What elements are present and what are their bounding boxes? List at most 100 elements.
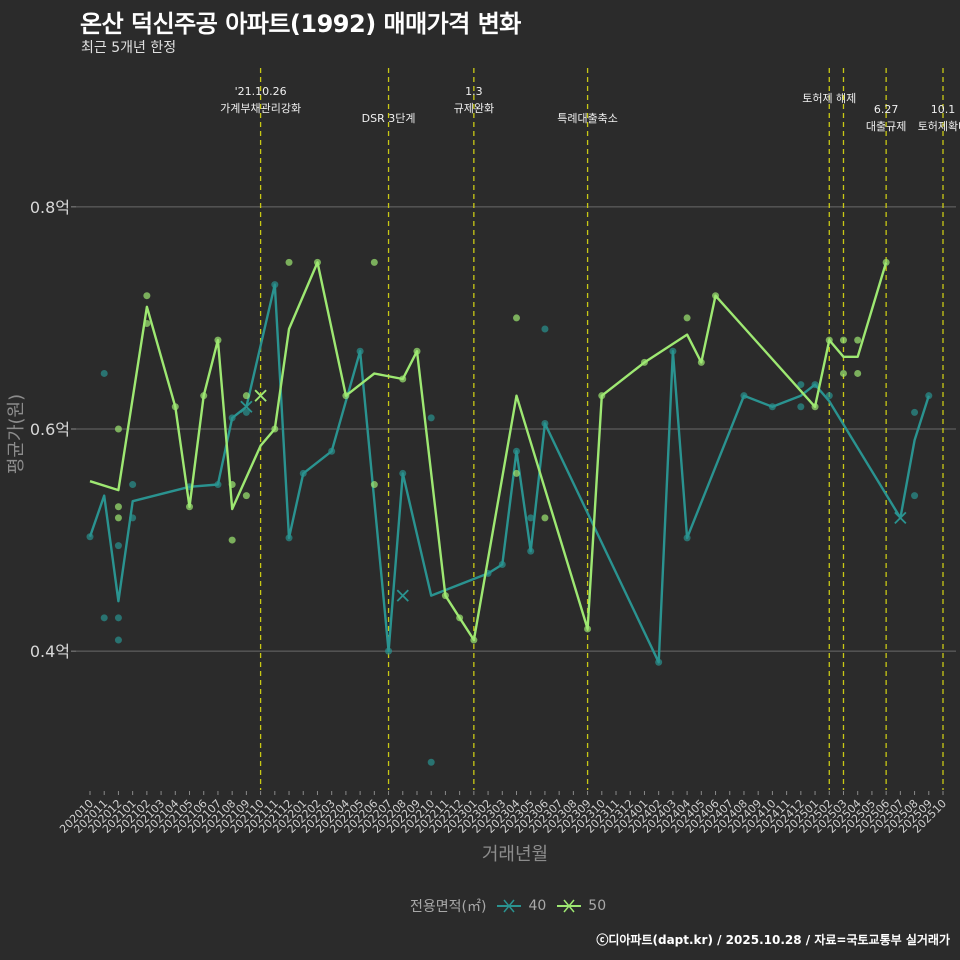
cross-marker-40-1 (396, 589, 409, 602)
data-point-40-16 (356, 347, 364, 355)
data-point-40-6 (129, 481, 137, 489)
data-point-50-0 (114, 425, 122, 433)
event-label-2-0: 1.3 (465, 85, 483, 98)
event-label-6-0: 6.27 (874, 103, 899, 116)
cross-marker-40-2 (894, 511, 907, 524)
data-point-50-39 (882, 258, 890, 266)
legend-title: 전용면적(㎡) (410, 899, 487, 915)
data-point-50-8 (214, 336, 222, 344)
data-point-40-38 (911, 492, 919, 500)
data-point-40-7 (129, 514, 137, 522)
chart-subtitle: 최근 5개년 한정 (81, 40, 177, 56)
data-point-50-4 (143, 319, 151, 327)
data-point-40-23 (513, 447, 520, 455)
event-label-6-1: 대출규제 (866, 120, 906, 133)
data-point-50-27 (584, 625, 592, 633)
data-point-50-11 (242, 392, 250, 400)
cross-stroke-b (894, 511, 907, 524)
data-point-50-13 (271, 425, 279, 433)
legend-label-40: 40 (528, 898, 547, 914)
data-point-50-2 (114, 514, 122, 522)
data-point-50-31 (697, 358, 705, 366)
data-point-40-2 (100, 614, 108, 622)
y-tick-label-0: 0.4억 (30, 642, 70, 661)
event-label-7-1: 토허제확대 (918, 120, 960, 133)
series-line-40 (88, 283, 930, 664)
data-point-40-13 (285, 534, 293, 542)
data-point-40-36 (825, 392, 833, 400)
data-point-40-5 (114, 636, 122, 644)
event-label-3-0: 특례대출축소 (557, 112, 618, 125)
legend-swatch-40 (497, 899, 522, 913)
data-point-40-17 (385, 647, 393, 655)
data-point-40-29 (669, 347, 677, 355)
data-point-50-37 (854, 336, 862, 344)
data-point-40-39 (925, 392, 933, 400)
cross-marker-40-0 (240, 400, 253, 413)
cross-stroke-b (396, 589, 409, 602)
data-point-50-5 (171, 403, 179, 411)
data-point-50-18 (370, 481, 378, 489)
data-point-50-12 (242, 492, 250, 500)
event-label-0-0: '21.10.26 (235, 85, 287, 98)
event-label-2-1: 규제완화 (454, 102, 494, 115)
data-point-50-1 (114, 503, 122, 511)
data-point-40-27 (541, 419, 549, 427)
data-point-40-25 (527, 514, 535, 522)
data-point-40-1 (100, 369, 108, 377)
series-40 (86, 281, 933, 766)
cross-stroke-b (240, 400, 253, 413)
legend-swatch-50 (557, 899, 582, 913)
data-point-50-14 (285, 258, 293, 266)
y-tick-label-2: 0.8억 (30, 198, 70, 217)
chart-title: 온산 덕신주공 아파트(1992) 매매가격 변화 (80, 10, 521, 38)
data-point-50-15 (313, 258, 321, 266)
data-point-40-0 (86, 533, 94, 541)
data-point-40-30 (683, 534, 691, 542)
data-point-50-25 (513, 469, 520, 477)
data-point-50-32 (712, 292, 720, 300)
cross-marker-50-0 (254, 389, 267, 402)
footer-credit: ⓒ디아파트(dapt.kr) / 2025.10.28 / 자료=국토교통부 실… (596, 933, 950, 947)
data-point-50-9 (228, 481, 236, 489)
x-axis: 2020102020112020122021012021022021032021… (57, 791, 949, 836)
data-point-50-10 (228, 536, 236, 544)
data-point-50-7 (200, 392, 208, 400)
data-point-50-3 (143, 292, 151, 300)
data-point-40-14 (299, 469, 307, 477)
data-point-50-24 (513, 314, 520, 322)
legend-label-50: 50 (588, 898, 607, 914)
data-point-40-35 (811, 381, 819, 389)
data-point-40-9 (214, 481, 222, 489)
y-tick-label-1: 0.6억 (30, 420, 70, 439)
data-point-50-6 (186, 503, 194, 511)
series-layer (86, 258, 933, 766)
data-point-50-17 (370, 258, 378, 266)
event-label-7-0: 10.1 (931, 103, 956, 116)
event-label-4-0: 토허제 해제 (802, 91, 856, 105)
data-point-40-26 (541, 325, 549, 333)
data-point-50-16 (342, 392, 350, 400)
data-point-40-12 (271, 281, 279, 289)
data-point-50-29 (640, 358, 648, 366)
data-point-40-37 (911, 408, 919, 416)
data-point-50-20 (413, 347, 421, 355)
data-point-40-4 (114, 614, 122, 622)
data-point-40-19 (427, 414, 435, 422)
data-point-50-33 (811, 403, 819, 411)
data-point-40-22 (498, 561, 506, 569)
data-point-50-35 (839, 336, 847, 344)
data-point-50-22 (456, 614, 464, 622)
data-point-40-11 (242, 408, 250, 416)
cross-stroke-b (254, 389, 267, 402)
data-point-40-18 (399, 469, 407, 477)
data-point-50-28 (598, 392, 606, 400)
y-axis: 0.4억 0.6억 0.8억 (30, 198, 76, 661)
event-label-1-0: DSR 3단계 (362, 112, 416, 125)
grid-lines (76, 206, 956, 652)
legend-item-40: 40 (496, 898, 546, 914)
x-axis-label: 거래년월 (482, 844, 548, 865)
legend-item-50: 50 (556, 898, 606, 914)
